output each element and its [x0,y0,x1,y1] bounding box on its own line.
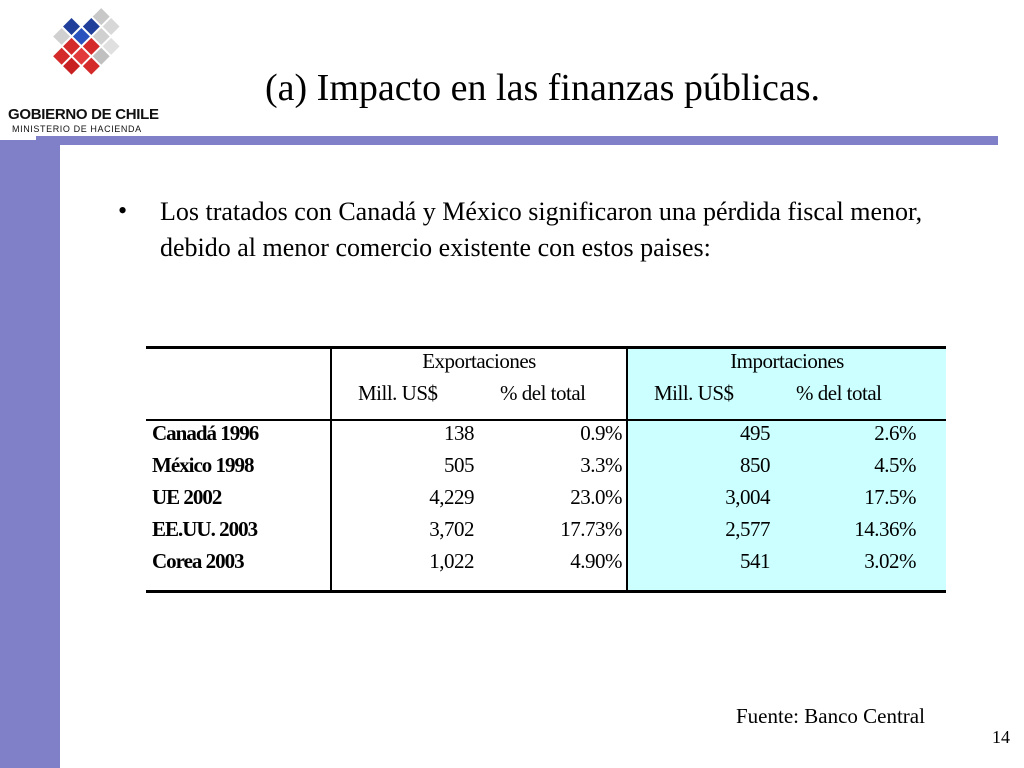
logo-name: GOBIERNO DE CHILE [8,106,159,123]
subheader-imp-mill: Mill. US$ [654,381,734,405]
row-label: Corea 2003 [152,549,245,573]
logo: GOBIERNO DE CHILE MINISTERIO DE HACIENDA [0,0,190,140]
row-label: Canadá 1996 [152,421,259,445]
cell-imp-mill: 541 [740,549,771,573]
subheader-exp-pct: % del total [500,381,586,405]
cell-imp-pct: 14.36% [854,517,916,541]
table-col-divider [330,349,332,590]
cell-imp-pct: 4.5% [874,453,916,477]
imports-highlight [627,349,946,590]
cell-exp-pct: 0.9% [580,421,622,445]
row-label: México 1998 [152,453,255,477]
logo-subtitle: MINISTERIO DE HACIENDA [12,124,142,134]
table-col-divider [626,349,628,590]
cell-exp-pct: 4.90% [570,549,622,573]
cell-exp-pct: 17.73% [560,517,622,541]
bullet-symbol: • [118,196,128,225]
cell-imp-pct: 2.6% [874,421,916,445]
subheader-imp-pct: % del total [796,381,882,405]
cell-imp-mill: 3,004 [725,485,770,509]
cell-imp-pct: 3.02% [864,549,916,573]
cell-exp-mill: 505 [444,453,475,477]
title-rule [36,136,998,145]
cell-exp-mill: 1,022 [429,549,474,573]
table-top-rule [146,346,946,349]
row-label: UE 2002 [152,485,222,509]
cell-imp-mill: 2,577 [725,517,770,541]
table-bottom-rule [146,590,946,593]
cell-exp-pct: 23.0% [570,485,622,509]
bullet-text: Los tratados con Canadá y México signifi… [160,197,923,262]
trade-table: Exportaciones Importaciones Mill. US$ % … [146,346,946,594]
table-header-rule [146,419,946,421]
page-number: 14 [992,727,1010,747]
gobierno-logo-mark [53,8,120,75]
header-exports: Exportaciones [422,349,536,373]
subheader-exp-mill: Mill. US$ [358,381,438,405]
cell-exp-mill: 3,702 [429,517,474,541]
cell-exp-mill: 4,229 [429,485,474,509]
cell-imp-pct: 17.5% [864,485,916,509]
source-note: Fuente: Banco Central [736,704,925,728]
slide-title: (a) Impacto en las finanzas públicas. [265,67,820,109]
cell-exp-pct: 3.3% [580,453,622,477]
header-imports: Importaciones [730,349,844,373]
cell-exp-mill: 138 [444,421,475,445]
row-label: EE.UU. 2003 [152,517,258,541]
cell-imp-mill: 495 [740,421,771,445]
cell-imp-mill: 850 [740,453,771,477]
